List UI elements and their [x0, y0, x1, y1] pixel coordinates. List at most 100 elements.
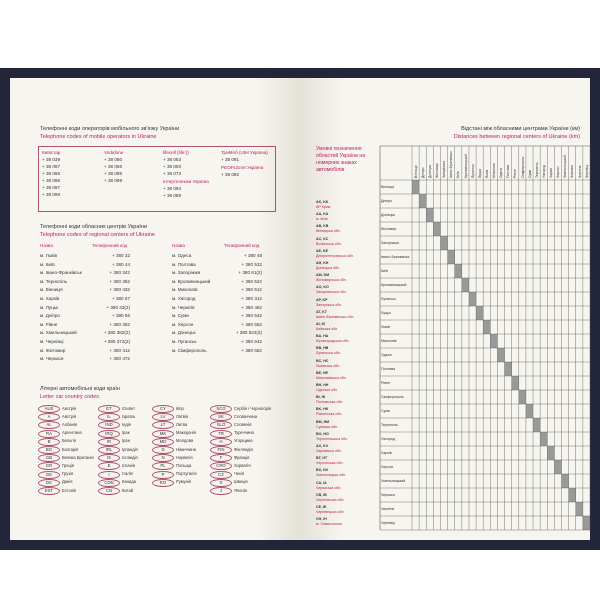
- column-city: Ужгород: [541, 164, 546, 178]
- city-code: + 380 312: [241, 296, 262, 301]
- plate-codes: AT, KT: [316, 309, 327, 314]
- country-name: Іспанія: [122, 462, 136, 468]
- country-name: Сербія і Чорногорія: [234, 405, 272, 411]
- operator-name: Київстар: [42, 150, 61, 155]
- city-code: + 380 61(2): [238, 270, 262, 276]
- diagonal-cell: [561, 474, 569, 488]
- country-code: RA: [38, 429, 60, 438]
- diagonal-cell: [540, 432, 548, 446]
- country-code: CDN: [98, 478, 120, 487]
- country-code: LT: [152, 421, 174, 430]
- city-name: м. Івано-Франківськ: [40, 270, 82, 276]
- plate-codes: BC, HC: [316, 358, 329, 363]
- country-name: Словенія: [234, 421, 252, 427]
- diagonal-cell: [440, 236, 448, 250]
- country-name: Німеччина: [176, 446, 196, 452]
- city-code: + 380 542: [241, 313, 262, 319]
- column-city: Львів: [484, 169, 489, 178]
- section-title: Відстані між обласними центрами України …: [461, 126, 580, 132]
- column-city: Житомир: [435, 163, 440, 178]
- city-code: + 380 522: [241, 278, 262, 284]
- country-name: Канада: [122, 479, 136, 485]
- column-city: Луганськ: [470, 164, 475, 178]
- country-name: Молдова: [176, 438, 194, 444]
- country-code: CRO: [210, 462, 232, 471]
- country-name: Туреччина: [234, 430, 254, 436]
- country-name: Португалія: [176, 471, 197, 477]
- country-code: SLO: [210, 421, 232, 430]
- plate-region: Харківська обл.: [316, 449, 342, 453]
- diagonal-cell: [419, 194, 427, 208]
- country-code: CN: [98, 487, 120, 495]
- city-code: + 380 642: [241, 339, 262, 344]
- section-subtitle: Letter car country codes: [40, 394, 100, 400]
- country-code: IR: [98, 437, 120, 446]
- city-name: м. Хмельницький: [40, 330, 77, 336]
- plate-codes: CB, IB: [316, 492, 327, 497]
- city-code: + 380 432: [109, 287, 130, 293]
- operator-code: + 38 097: [42, 185, 61, 190]
- country-name: Франція: [234, 454, 250, 460]
- city-name: м. Кропивницький: [172, 278, 211, 284]
- country-name: Грузія: [62, 471, 74, 477]
- diagonal-cell: [504, 362, 512, 376]
- country-name: Польща: [176, 462, 192, 468]
- diagonal-cell: [547, 446, 555, 460]
- city-code: + 380 352: [109, 278, 130, 284]
- diagonal-cell: [490, 334, 498, 348]
- column-city: Хмельницький: [563, 155, 568, 178]
- plate-region: Херсонська обл.: [316, 461, 344, 466]
- city-name: м. Київ: [40, 261, 55, 267]
- country-code: BG: [38, 446, 60, 454]
- column-header: Назва: [172, 243, 185, 248]
- country-code: MD: [152, 437, 174, 446]
- operator-code: + 38 096: [42, 178, 61, 183]
- country-code: AL: [38, 421, 60, 430]
- city-code: + 380 56: [111, 313, 130, 319]
- column-city: Тернопіль: [534, 162, 539, 178]
- plate-codes: AA, KA: [316, 212, 329, 217]
- column-city: Харків: [549, 167, 554, 178]
- column-city: Донецьк: [428, 164, 432, 178]
- row-city: Дніпро: [381, 198, 393, 203]
- operator-code: + 38 050: [104, 157, 123, 162]
- country-code: CY: [152, 405, 174, 413]
- country-name: Аргентина: [62, 430, 82, 436]
- country-code: B: [38, 437, 60, 446]
- row-city: Луцьк: [381, 310, 391, 315]
- plate-region: Полтавська обл.: [316, 400, 344, 405]
- city-code: + 380 462: [241, 304, 262, 310]
- column-city: Суми: [527, 169, 532, 178]
- country-name: Греція: [62, 462, 75, 468]
- country-name: Велика Британія: [62, 454, 94, 460]
- plate-codes: AK, KK: [316, 200, 329, 204]
- city-name: м. Ужгород: [172, 296, 196, 301]
- diagonal-cell: [447, 250, 455, 264]
- country-name: Індія: [122, 421, 131, 427]
- country-name: Іран: [122, 438, 130, 444]
- column-city: Запоріжжя: [442, 161, 447, 178]
- row-city: Рівне: [381, 380, 391, 385]
- country-name: Латвія: [176, 413, 189, 419]
- row-city: Сімферополь: [381, 394, 404, 399]
- operator-code: + 38 098: [42, 192, 61, 197]
- row-city: Житомир: [381, 226, 397, 231]
- country-code: SCG: [210, 405, 232, 413]
- operator-code: + 38 039: [42, 157, 61, 162]
- city-name: м. Рівне: [40, 321, 58, 327]
- plate-region: Кіровоградська обл.: [316, 339, 350, 344]
- plate-region: Одеська обл.: [316, 388, 339, 392]
- country-name: Данія: [62, 479, 73, 485]
- column-city: Вінниця: [413, 165, 418, 178]
- operator-code: + 38 095: [104, 171, 123, 176]
- column-city: Сімферополь: [520, 156, 525, 178]
- city-name: м. Запоріжжя: [172, 270, 201, 276]
- section-subtitle: Distances between regional centers of Uk…: [453, 134, 580, 140]
- city-name: м. Харків: [40, 296, 60, 301]
- country-name: Угорщина: [234, 438, 253, 444]
- country-name: Кіпр: [176, 405, 184, 411]
- country-name: Єгипет: [122, 405, 135, 411]
- column-city: Одеса: [499, 167, 504, 178]
- plate-region: Житомирська обл.: [316, 278, 347, 283]
